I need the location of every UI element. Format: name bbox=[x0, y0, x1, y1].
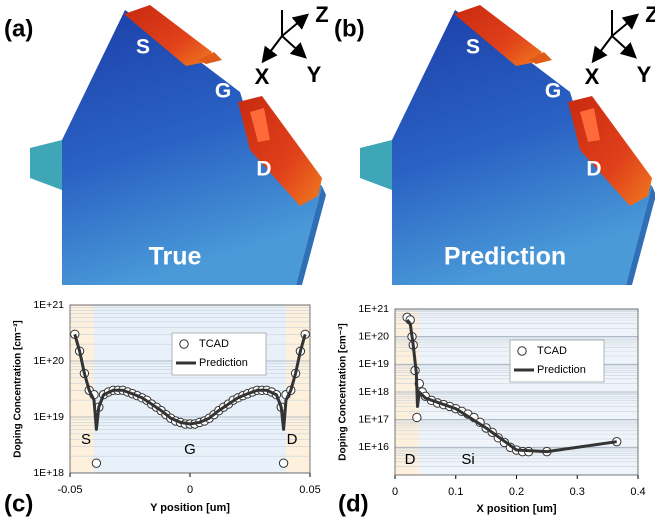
legend-box bbox=[509, 339, 605, 383]
axis-name: X bbox=[255, 64, 270, 89]
axis-arrow bbox=[611, 35, 637, 59]
x-tick-label: 0.2 bbox=[509, 486, 524, 498]
device-side bbox=[296, 186, 326, 285]
y-tick-label: 1E+20 bbox=[33, 355, 64, 367]
axis-arrow bbox=[281, 13, 310, 37]
axis-name: Z bbox=[645, 2, 655, 27]
x-tick-label: 0.3 bbox=[570, 486, 585, 498]
y-tick-label: 1E+19 bbox=[358, 358, 389, 370]
x-axis-title: Y position [um] bbox=[150, 502, 230, 514]
x-axis-title: X position [um] bbox=[476, 503, 556, 515]
axis-arrow bbox=[591, 35, 613, 64]
panel-label: (c) bbox=[4, 490, 33, 517]
tcad-marker bbox=[91, 458, 102, 468]
x-tick-label: 0 bbox=[187, 484, 193, 496]
region-label: G bbox=[545, 80, 561, 103]
x-tick-label: 0 bbox=[392, 486, 398, 498]
prediction-line bbox=[405, 319, 617, 454]
panel-label: (d) bbox=[338, 490, 369, 517]
y-tick-label: 1E+19 bbox=[33, 411, 64, 423]
y-tick-label: 1E+18 bbox=[358, 386, 389, 398]
tcad-marker bbox=[412, 412, 422, 423]
axis-arrow bbox=[611, 13, 640, 37]
region-annotation: Si bbox=[461, 451, 474, 468]
device-side bbox=[626, 186, 655, 285]
region-label: G bbox=[215, 80, 231, 103]
y-axis-title: Doping Concentration [cm⁻³] bbox=[13, 320, 24, 458]
legend-label: TCAD bbox=[199, 338, 229, 350]
x-tick-label: 0.4 bbox=[630, 486, 645, 498]
y-tick-label: 1E+17 bbox=[358, 413, 389, 425]
region-label: D bbox=[586, 158, 601, 181]
region-label: D bbox=[256, 158, 271, 181]
panel-caption: True bbox=[149, 243, 202, 271]
rendering-panel: S G D (b) Prediction X Y Z bbox=[334, 2, 655, 285]
legend-label: Prediction bbox=[199, 357, 248, 369]
gate-contact bbox=[528, 52, 552, 64]
y-axis-title: Doping Concentration [cm⁻³] bbox=[338, 323, 349, 461]
x-tick-label: 0.1 bbox=[448, 486, 463, 498]
panel-caption: Prediction bbox=[444, 243, 566, 271]
device-body bbox=[392, 10, 652, 285]
tcad-marker bbox=[278, 458, 289, 468]
legend-label: Prediction bbox=[537, 364, 586, 376]
region-annotation: D bbox=[287, 431, 298, 448]
oxide-slab bbox=[30, 140, 62, 190]
source-contact bbox=[454, 5, 542, 66]
legend-marker bbox=[179, 339, 189, 349]
source-contact bbox=[124, 5, 212, 66]
region-annotation: D bbox=[405, 451, 416, 468]
legend-marker bbox=[517, 346, 527, 356]
drain-highlight bbox=[250, 108, 270, 142]
drain-highlight bbox=[580, 108, 600, 142]
axis-name: Y bbox=[637, 62, 652, 87]
legend-box bbox=[171, 332, 267, 376]
device-body bbox=[62, 10, 322, 285]
plot-frame bbox=[69, 304, 311, 474]
x-tick-label: -0.05 bbox=[57, 484, 82, 496]
region-label: S bbox=[136, 36, 150, 59]
panel-label: (b) bbox=[334, 15, 365, 42]
y-tick-label: 1E+18 bbox=[33, 467, 64, 479]
prediction-line bbox=[73, 333, 307, 431]
axis-name: X bbox=[585, 64, 600, 89]
y-tick-label: 1E+21 bbox=[33, 299, 64, 311]
region-annotation: G bbox=[184, 441, 196, 458]
rendering-panel: S G D (a) True X Y Z bbox=[4, 2, 329, 285]
axis-arrow bbox=[281, 35, 307, 59]
x-tick-label: 0.05 bbox=[299, 484, 320, 496]
plot-frame bbox=[394, 308, 639, 476]
axis-arrow bbox=[261, 35, 283, 64]
gate-contact bbox=[198, 52, 222, 64]
panel-label: (a) bbox=[4, 15, 33, 42]
axis-name: Z bbox=[315, 2, 328, 27]
y-tick-label: 1E+20 bbox=[358, 330, 389, 342]
oxide-slab bbox=[360, 140, 392, 190]
legend-label: TCAD bbox=[537, 345, 567, 357]
y-tick-label: 1E+21 bbox=[358, 303, 389, 315]
region-label: S bbox=[466, 36, 480, 59]
region-annotation: S bbox=[81, 431, 91, 448]
axis-name: Y bbox=[307, 62, 322, 87]
y-tick-label: 1E+16 bbox=[358, 441, 389, 453]
